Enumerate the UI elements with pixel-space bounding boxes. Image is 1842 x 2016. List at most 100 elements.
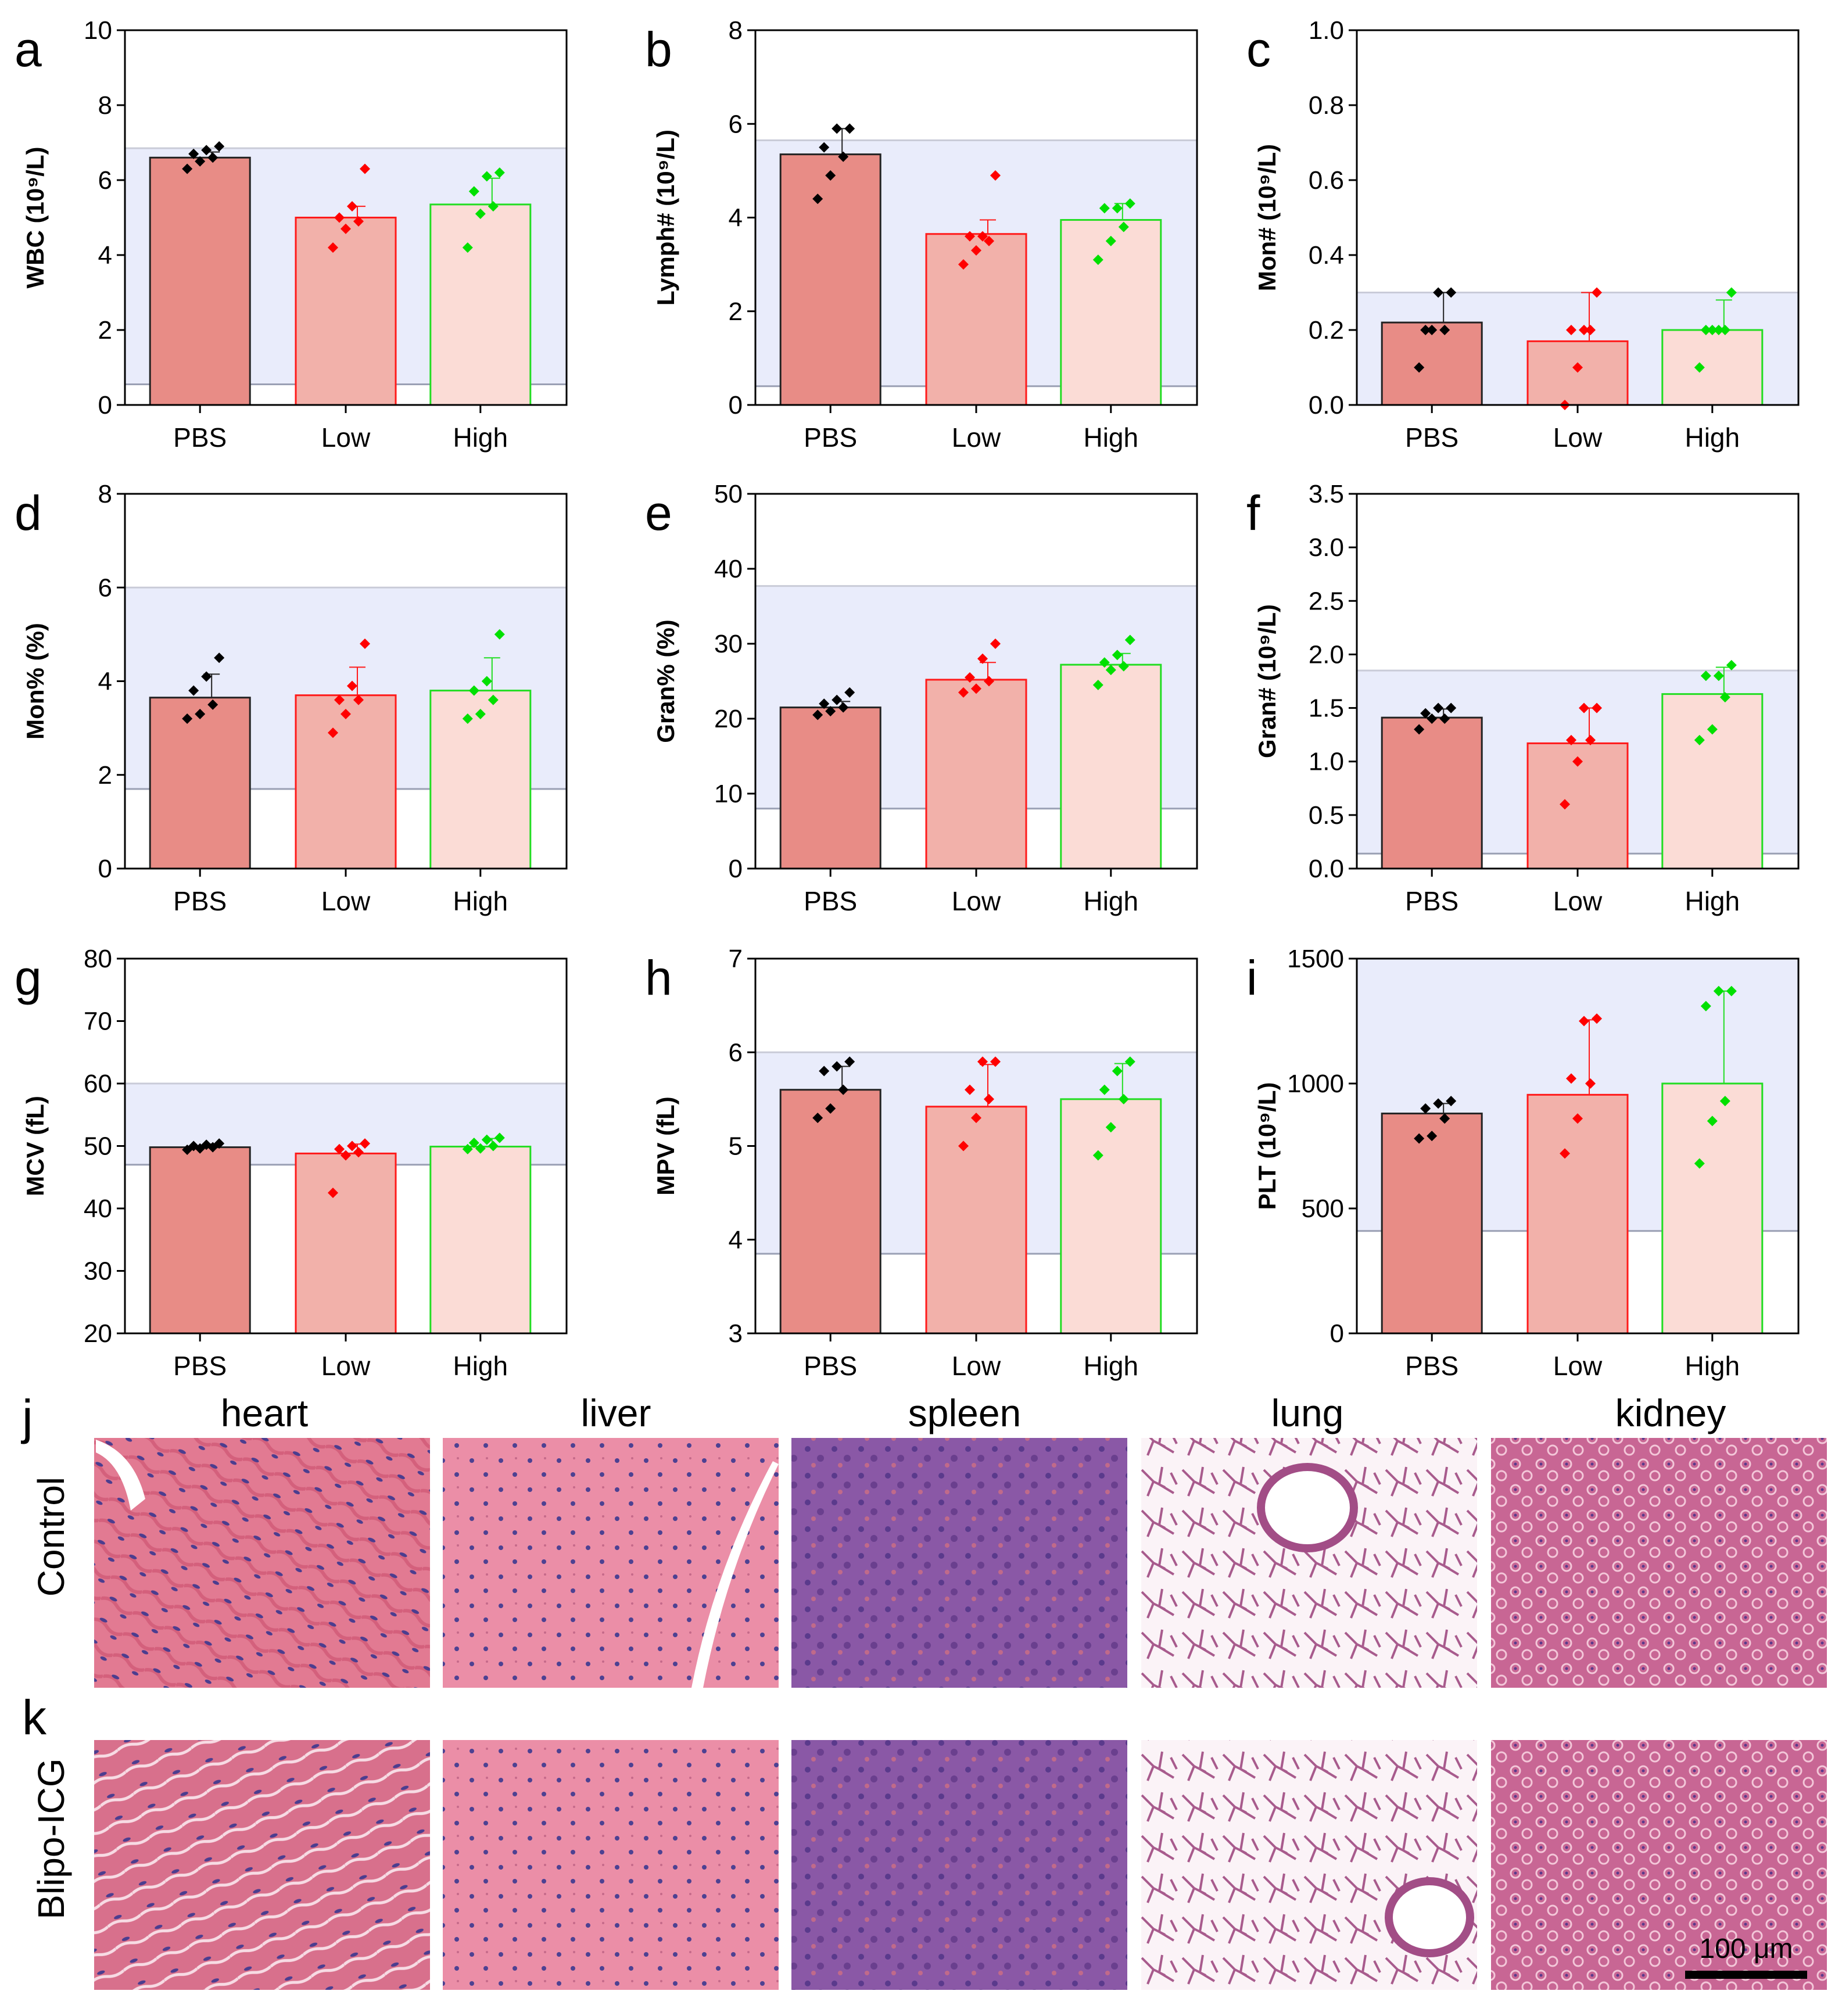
chart-f: PBS Low High 0.0 0.5 1.0 1.5 2.0 2.5 3.0 3.5 Gran# … (1246, 480, 1800, 916)
data-point (201, 145, 212, 156)
x-tick-label: PBS (1405, 1351, 1458, 1381)
data-point (812, 709, 823, 720)
organ-label-kidney: kidney (1615, 1391, 1726, 1434)
data-point (328, 242, 338, 253)
y-axis-label: Gran# (10⁹/L) (1253, 604, 1281, 758)
data-point (341, 223, 351, 234)
x-tick-label: PBS (173, 1351, 227, 1381)
y-tick-label: 7 (729, 945, 743, 973)
data-point (812, 193, 823, 205)
data-point (1439, 1113, 1450, 1124)
y-tick-label: 6 (98, 573, 112, 602)
y-tick-label: 30 (714, 630, 743, 658)
data-point (1713, 325, 1724, 335)
data-point (1092, 679, 1103, 690)
histology-treated-kidney (1491, 1740, 1827, 1990)
data-point (488, 201, 499, 212)
bar-high (1661, 329, 1764, 406)
x-tick-label: Low (952, 422, 1001, 453)
data-point (188, 1140, 199, 1152)
x-tick-label: PBS (173, 886, 227, 916)
y-tick-label: 6 (729, 110, 743, 138)
y-tick-label: 0.6 (1309, 166, 1344, 195)
data-point (1414, 724, 1425, 735)
x-tick-label: Low (1553, 1351, 1603, 1381)
data-point (819, 142, 830, 153)
y-tick-label: 0.8 (1309, 91, 1344, 120)
y-tick-label: 8 (98, 91, 112, 120)
data-point (195, 156, 206, 167)
bar-high (429, 203, 532, 406)
data-point (1112, 1066, 1123, 1077)
x-tick-label: Low (1553, 422, 1603, 453)
row-label-control: Control (30, 1477, 72, 1597)
y-tick-label: 6 (729, 1038, 743, 1067)
data-point (971, 245, 981, 256)
y-tick-label: 3.5 (1309, 480, 1344, 508)
y-tick-label: 1500 (1287, 945, 1344, 973)
panel-letter-j: j (20, 1390, 33, 1444)
data-point (958, 687, 969, 698)
y-tick-label: 0 (729, 855, 743, 883)
data-point (468, 1138, 479, 1149)
x-tick-label: Low (952, 1351, 1001, 1381)
data-point (1579, 1016, 1589, 1027)
organ-label-lung: lung (1271, 1391, 1344, 1434)
histology-section: j k heart liver spleen lung kidney Contr… (20, 1390, 1827, 1990)
organ-label-heart: heart (221, 1391, 308, 1434)
data-point (207, 152, 218, 163)
bar-low (925, 1106, 1027, 1335)
histology-control-spleen (791, 1438, 1127, 1688)
data-point (1099, 203, 1110, 214)
y-tick-label: 20 (714, 705, 743, 733)
data-point (1092, 254, 1103, 266)
bar-low (295, 217, 397, 406)
row-label-blipo-icg: Blipo-ICG (30, 1758, 72, 1919)
y-tick-label: 0 (98, 855, 112, 883)
liver-tissue-gap (691, 1461, 779, 1688)
bar-chart-grid: PBS Low High 0 2 4 6 8 10 WBC (10⁹/L) a PBS Low High 0… (15, 16, 1800, 1381)
data-point (360, 163, 370, 174)
panel-letter-e: e (645, 486, 672, 540)
y-tick-label: 4 (729, 204, 743, 232)
y-tick-label: 2 (729, 297, 743, 326)
panel-letter-i: i (1246, 950, 1257, 1005)
x-tick-label: Low (1553, 886, 1603, 916)
y-tick-label: 10 (714, 780, 743, 808)
bar-pbs (1381, 716, 1483, 870)
chart-d: PBS Low High 0 2 4 6 8 Mon% (%) d (15, 480, 568, 916)
bar-high (1060, 1098, 1162, 1335)
y-tick-label: 0.4 (1309, 241, 1344, 270)
y-tick-label: 1.5 (1309, 694, 1344, 723)
panel-letter-d: d (15, 486, 42, 540)
bar-low (295, 1152, 397, 1335)
bar-pbs (1381, 321, 1483, 406)
heart-tissue-gap (96, 1440, 145, 1511)
data-point (1112, 203, 1123, 214)
chart-h: PBS Low High 3 4 5 6 7 MPV (fL) h (645, 945, 1198, 1381)
data-point (1446, 702, 1457, 713)
data-point (475, 209, 486, 220)
data-point (825, 1103, 836, 1114)
data-point (990, 1056, 1001, 1067)
data-point (1099, 1084, 1110, 1095)
y-tick-label: 20 (84, 1319, 112, 1348)
y-tick-label: 0.2 (1309, 316, 1344, 345)
data-point (832, 694, 843, 705)
data-point (195, 708, 206, 719)
data-point (341, 1150, 351, 1161)
organ-label-spleen: spleen (908, 1391, 1022, 1434)
data-point (488, 694, 499, 705)
data-point (971, 683, 981, 694)
panel-letter-c: c (1246, 22, 1271, 77)
x-tick-label: High (1685, 422, 1740, 453)
bar-pbs (779, 153, 881, 406)
data-point (1592, 287, 1602, 298)
data-point (1585, 325, 1596, 335)
x-tick-label: High (1083, 422, 1138, 453)
chart-b: PBS Low High 0 2 4 6 8 Lymph# (10⁹/L) b (645, 16, 1198, 453)
data-point (838, 151, 849, 162)
y-tick-label: 2 (98, 761, 112, 790)
data-point (1694, 362, 1705, 373)
data-point (1707, 724, 1718, 735)
